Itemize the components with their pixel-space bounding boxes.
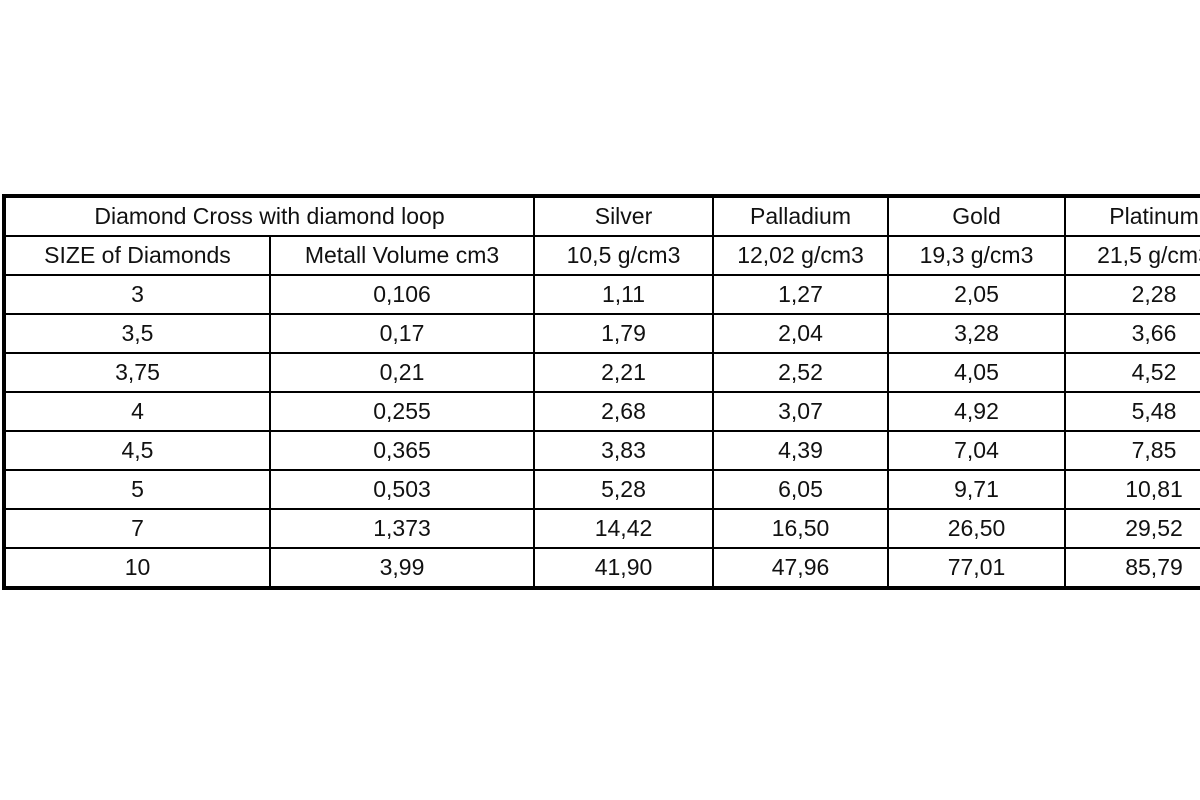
header-cell: 19,3 g/cm3 bbox=[887, 235, 1066, 276]
data-cell: 7,85 bbox=[1064, 430, 1200, 471]
data-cell: 4,39 bbox=[712, 430, 889, 471]
data-cell: 41,90 bbox=[533, 547, 714, 589]
data-cell: 4,05 bbox=[887, 352, 1066, 393]
header-cell: Palladium bbox=[712, 195, 889, 237]
data-row: 3 0,106 1,11 1,27 2,05 2,28 bbox=[3, 274, 1200, 315]
header-cell: Diamond Cross with diamond loop bbox=[3, 195, 535, 237]
data-cell: 0,503 bbox=[269, 469, 535, 510]
data-cell: 4,5 bbox=[3, 430, 271, 471]
data-row: 10 3,99 41,90 47,96 77,01 85,79 bbox=[3, 547, 1200, 589]
data-cell: 0,17 bbox=[269, 313, 535, 354]
header-cell: Silver bbox=[533, 195, 714, 237]
data-cell: 3,75 bbox=[3, 352, 271, 393]
data-cell: 3,07 bbox=[712, 391, 889, 432]
data-row: 7 1,373 14,42 16,50 26,50 29,52 bbox=[3, 508, 1200, 549]
header-cell: 21,5 g/cm3 bbox=[1064, 235, 1200, 276]
header-row: SIZE of Diamonds Metall Volume cm3 10,5 g/… bbox=[3, 235, 1200, 276]
header-cell: Platinum bbox=[1064, 195, 1200, 237]
data-cell: 3,5 bbox=[3, 313, 271, 354]
data-cell: 10,81 bbox=[1064, 469, 1200, 510]
header-cell: 10,5 g/cm3 bbox=[533, 235, 714, 276]
header-cell: Gold bbox=[887, 195, 1066, 237]
data-cell: 14,42 bbox=[533, 508, 714, 549]
data-cell: 0,255 bbox=[269, 391, 535, 432]
data-cell: 4 bbox=[3, 391, 271, 432]
data-cell: 2,05 bbox=[887, 274, 1066, 315]
data-cell: 2,68 bbox=[533, 391, 714, 432]
header-cell: Metall Volume cm3 bbox=[269, 235, 535, 276]
data-cell: 3,66 bbox=[1064, 313, 1200, 354]
data-cell: 0,365 bbox=[269, 430, 535, 471]
data-row: 5 0,503 5,28 6,05 9,71 10,81 bbox=[3, 469, 1200, 510]
data-row: 4 0,255 2,68 3,07 4,92 5,48 bbox=[3, 391, 1200, 432]
data-cell: 4,92 bbox=[887, 391, 1066, 432]
data-cell: 77,01 bbox=[887, 547, 1066, 589]
header-cell: 12,02 g/cm3 bbox=[712, 235, 889, 276]
data-cell: 85,79 bbox=[1064, 547, 1200, 589]
data-cell: 4,52 bbox=[1064, 352, 1200, 393]
data-cell: 5,48 bbox=[1064, 391, 1200, 432]
data-cell: 16,50 bbox=[712, 508, 889, 549]
data-cell: 5 bbox=[3, 469, 271, 510]
data-cell: 3,28 bbox=[887, 313, 1066, 354]
data-cell: 1,11 bbox=[533, 274, 714, 315]
data-cell: 5,28 bbox=[533, 469, 714, 510]
data-cell: 3,83 bbox=[533, 430, 714, 471]
data-cell: 2,52 bbox=[712, 352, 889, 393]
data-cell: 3,99 bbox=[269, 547, 535, 589]
data-cell: 1,79 bbox=[533, 313, 714, 354]
data-cell: 6,05 bbox=[712, 469, 889, 510]
data-cell: 10 bbox=[3, 547, 271, 589]
data-cell: 29,52 bbox=[1064, 508, 1200, 549]
data-cell: 26,50 bbox=[887, 508, 1066, 549]
data-cell: 9,71 bbox=[887, 469, 1066, 510]
data-row: 3,75 0,21 2,21 2,52 4,05 4,52 bbox=[3, 352, 1200, 393]
data-cell: 2,04 bbox=[712, 313, 889, 354]
data-cell: 3 bbox=[3, 274, 271, 315]
data-cell: 1,373 bbox=[269, 508, 535, 549]
data-row: 4,5 0,365 3,83 4,39 7,04 7,85 bbox=[3, 430, 1200, 471]
data-cell: 7,04 bbox=[887, 430, 1066, 471]
data-cell: 0,21 bbox=[269, 352, 535, 393]
data-cell: 7 bbox=[3, 508, 271, 549]
data-cell: 1,27 bbox=[712, 274, 889, 315]
weight-table: Diamond Cross with diamond loop Silver Pal… bbox=[2, 194, 1200, 590]
data-cell: 0,106 bbox=[269, 274, 535, 315]
data-cell: 2,28 bbox=[1064, 274, 1200, 315]
data-cell: 2,21 bbox=[533, 352, 714, 393]
header-cell: SIZE of Diamonds bbox=[3, 235, 271, 276]
data-cell: 47,96 bbox=[712, 547, 889, 589]
header-row: Diamond Cross with diamond loop Silver Pal… bbox=[3, 195, 1200, 237]
data-row: 3,5 0,17 1,79 2,04 3,28 3,66 bbox=[3, 313, 1200, 354]
